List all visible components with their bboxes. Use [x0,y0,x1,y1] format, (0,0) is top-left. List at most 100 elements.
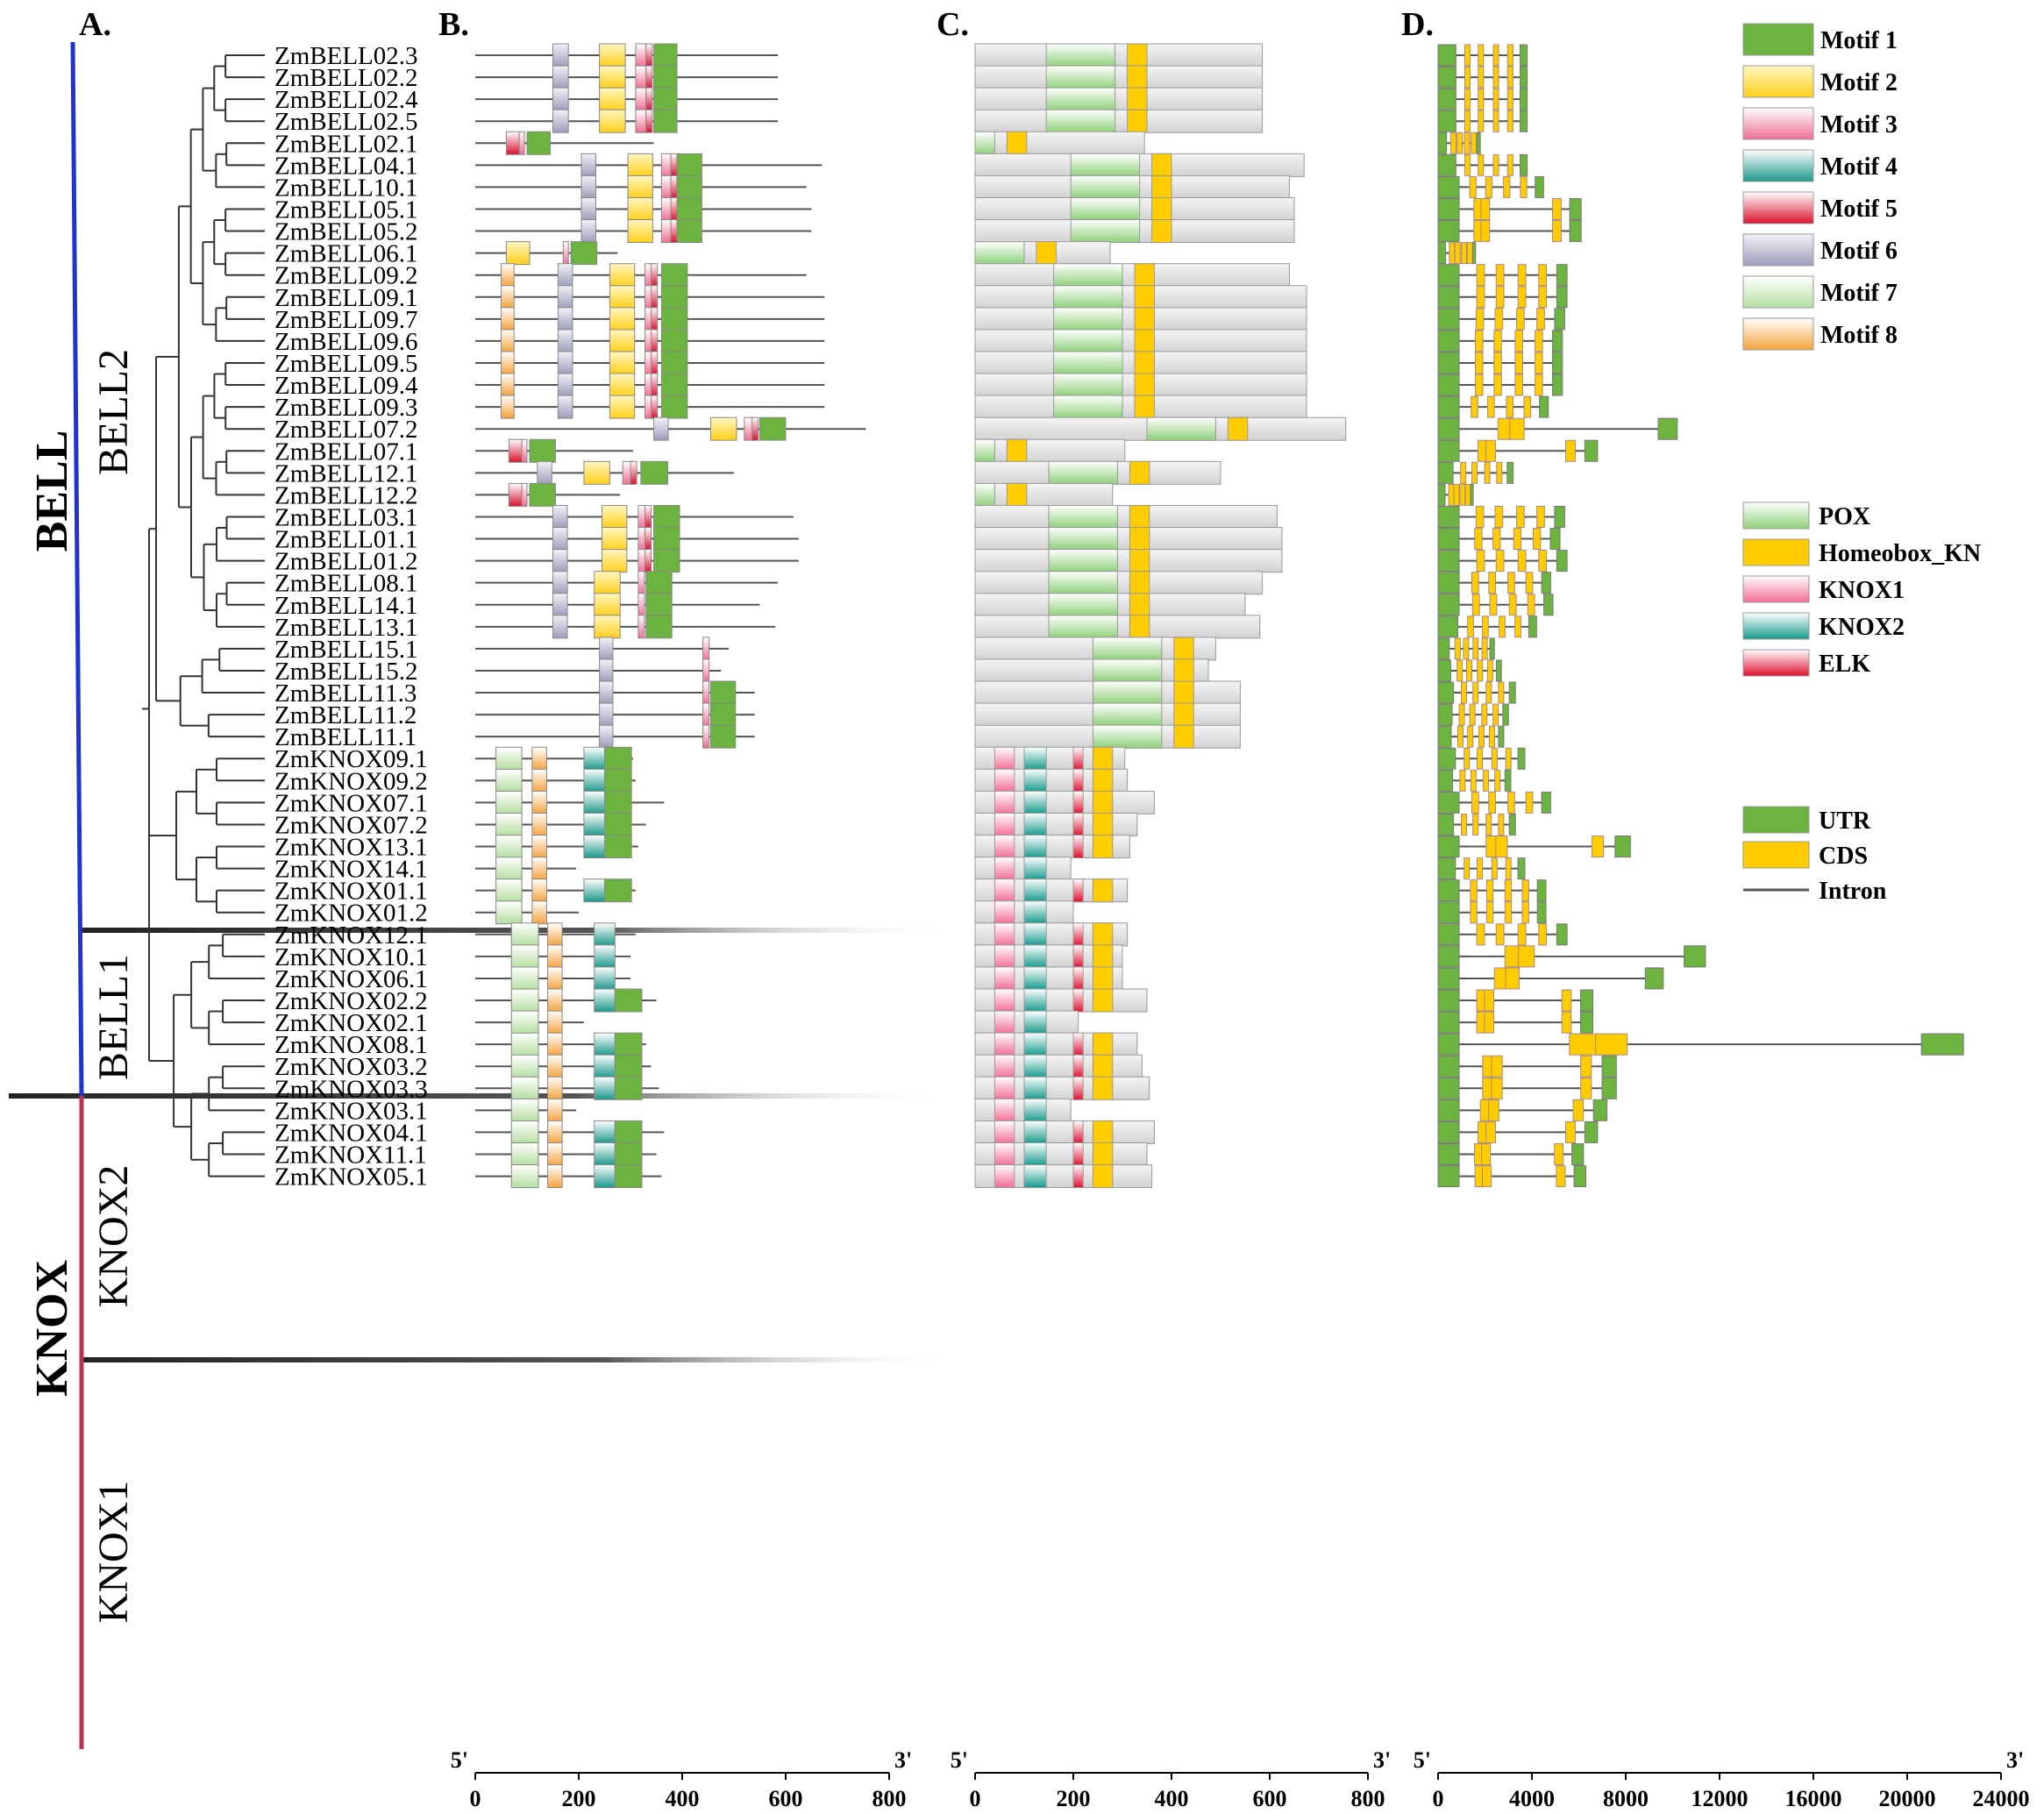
domain-box [1129,460,1150,485]
cds-block [1464,88,1471,110]
domain-box [1072,922,1084,947]
domain-box [1048,527,1118,551]
cds-block [1460,681,1467,704]
domain-box [1129,549,1150,573]
domain-box [1023,879,1047,903]
motif-box [521,438,528,463]
cds-block [1492,528,1501,551]
motif-box [599,87,626,111]
cds-block [1504,901,1513,924]
cds-block [1472,813,1479,836]
cds-block [1475,308,1485,331]
domain-box [1072,1120,1084,1144]
domain-box [1070,196,1141,221]
motif-box [547,966,563,991]
gene-label: ZmKNOX07.1 [274,789,428,817]
domain-box [974,482,995,507]
utr-block [1437,813,1455,836]
motif-box [653,109,678,133]
motif-box [599,637,614,661]
utr-block [1601,1077,1617,1099]
utr-block [1920,1033,1964,1056]
utr-block [1437,308,1460,331]
cds-block [1471,132,1478,154]
utr-block [1551,373,1563,396]
motif-box [510,1120,539,1144]
cds-block [1478,725,1485,748]
cds-block [1485,901,1494,924]
cds-block [1484,1011,1495,1034]
motif-box [627,196,653,221]
cds-block [1506,44,1513,67]
cds-block [1536,308,1545,331]
motif-box [651,329,659,353]
domain-box [1006,482,1028,507]
cds-block [1503,175,1511,198]
legend-label: CDS [1819,843,1868,870]
domain-box [1127,43,1148,68]
protein-bar [974,857,1072,881]
utr-block [1437,264,1460,287]
utr-block [1584,439,1599,462]
motif-box [653,416,669,441]
cds-block [1491,747,1498,770]
motif-box [614,1054,643,1078]
cds-block [1495,286,1505,309]
motif-box [645,109,653,133]
motif-box [637,571,645,595]
motif-box [495,835,523,859]
utr-block [1644,967,1664,990]
motif-box [557,307,573,331]
domain-box [1048,504,1118,529]
protein-bar [974,43,1264,68]
motif-box [599,724,614,749]
motif-box [653,549,680,573]
domain-box [994,1032,1015,1056]
cds-block [1464,132,1471,154]
family-label-bell: BELL [27,430,77,552]
motif-box [552,571,568,595]
legend-swatch [1742,806,1810,834]
cds-block [1456,725,1464,748]
domain-box [994,900,1015,925]
domain-box [1092,922,1114,947]
motif-box [653,527,680,551]
axis-c-tick-label: 800 [1351,1786,1385,1811]
domain-box [994,1120,1015,1144]
motif-box [645,527,652,551]
domain-box [1134,307,1155,331]
utr-block [1437,637,1450,660]
motif-box [640,460,668,485]
motif-box [594,1054,616,1078]
utr-block [1437,373,1460,396]
cds-block [1485,1120,1496,1143]
domain-box [994,857,1015,881]
cds-block [1485,813,1492,836]
panel-label-a: A. [79,6,111,43]
motif-box [609,395,636,419]
cds-block [1480,197,1491,220]
cds-block [1499,615,1506,638]
domain-box [1134,351,1155,375]
protein-bar [974,109,1264,133]
cds-block [1538,550,1548,573]
domain-box [1134,263,1155,288]
cds-block [1492,110,1499,132]
cds-block [1464,857,1471,880]
cds-block [1495,923,1505,946]
motif-box [653,43,678,68]
gene-label: ZmKNOX01.2 [274,900,428,928]
domain-box [1023,746,1047,771]
motif-box [635,65,647,89]
motif-box [547,1032,563,1056]
legend-label: Intron [1819,878,1887,905]
motif-box [609,285,636,309]
utr-block [1437,769,1454,792]
motif-box [547,1164,563,1189]
domain-box [1092,702,1163,727]
legend-swatch [1742,575,1810,603]
utr-block [1437,681,1455,704]
motif-box [495,900,523,925]
gene-label: ZmBELL02.5 [274,108,418,136]
